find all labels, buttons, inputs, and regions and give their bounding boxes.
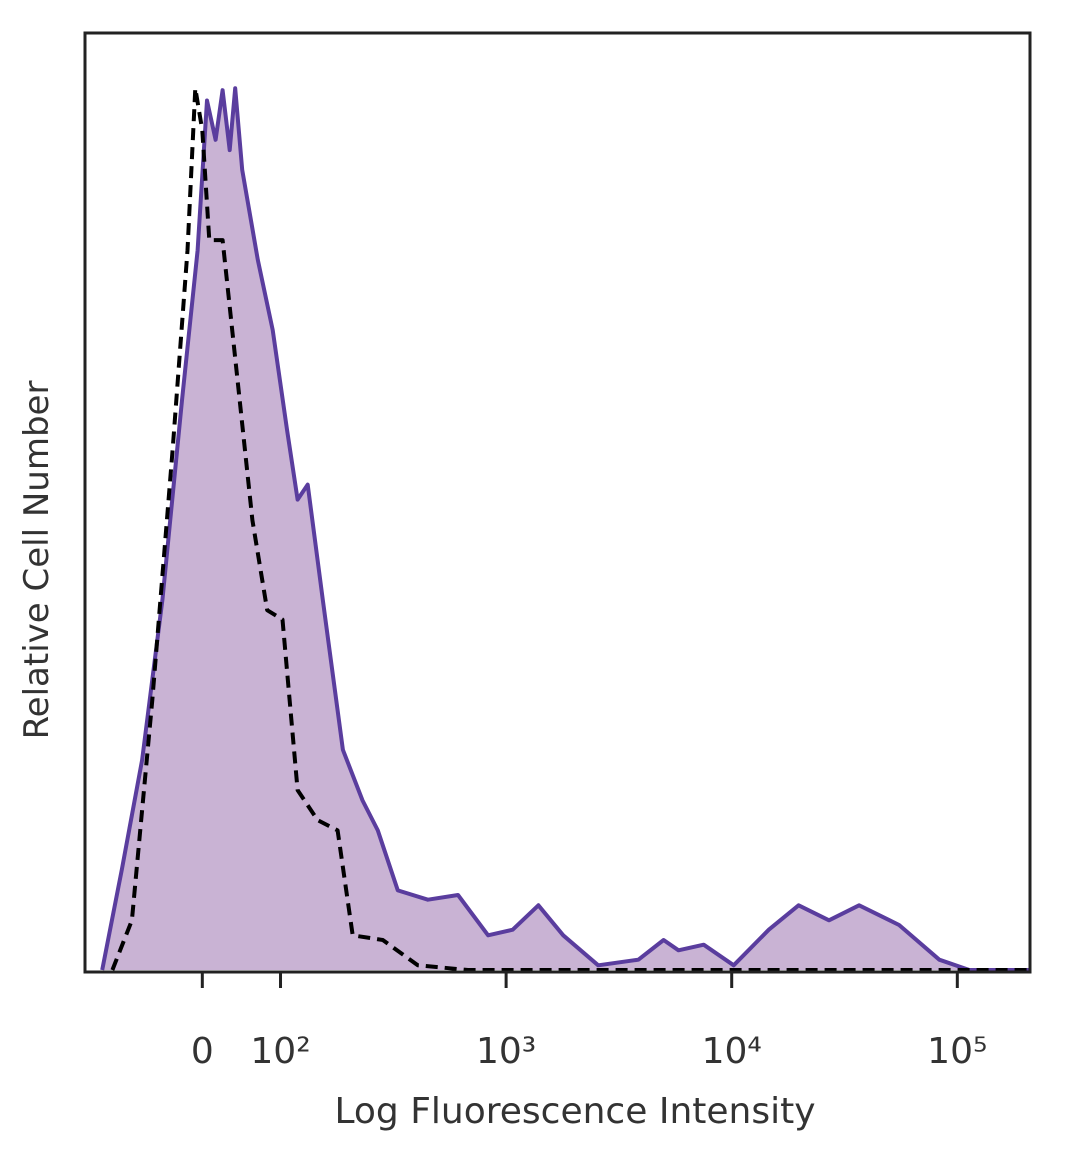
x-axis-label: Log Fluorescence Intensity [334, 1091, 815, 1132]
line [110, 86, 1030, 972]
x-tick-label: 10² [250, 1031, 310, 1072]
area [102, 88, 1030, 971]
x-tick-label: 10³ [476, 1031, 536, 1072]
x-tick-label: 0 [191, 1031, 214, 1072]
x-tick-label: 10⁵ [927, 1031, 987, 1072]
plot-frame [83, 31, 1032, 974]
y-axis-label: Relative Cell Number [17, 381, 57, 740]
line [100, 86, 1030, 972]
x-tick-label: 10⁴ [702, 1031, 762, 1072]
